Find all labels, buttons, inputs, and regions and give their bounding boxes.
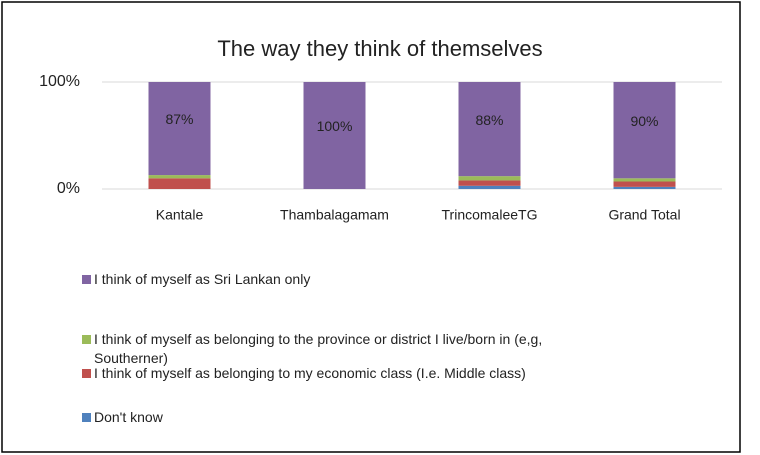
bar-segment xyxy=(458,176,521,181)
bar-segment xyxy=(458,185,521,189)
chart-title: The way they think of themselves xyxy=(217,36,542,61)
y-tick-label: 100% xyxy=(39,73,80,90)
chart-border xyxy=(1,1,741,453)
x-tick-label: Grand Total xyxy=(608,207,680,223)
legend-item: Don't know xyxy=(82,408,582,427)
legend-item: I think of myself as belonging to the pr… xyxy=(82,330,582,368)
legend-swatch xyxy=(82,413,91,422)
bar-segment xyxy=(148,178,211,189)
legend-label: I think of myself as Sri Lankan only xyxy=(94,271,311,287)
legend-item: I think of myself as Sri Lankan only xyxy=(82,270,582,289)
legend-swatch xyxy=(82,369,91,378)
legend-swatch xyxy=(82,275,91,284)
bar-segment xyxy=(613,186,676,189)
data-label: 90% xyxy=(630,113,658,129)
bar-segment xyxy=(303,82,366,189)
legend-label: I think of myself as belonging to my eco… xyxy=(94,365,526,381)
bar-segment xyxy=(613,178,676,182)
legend-swatch xyxy=(82,335,91,344)
bar-segment xyxy=(148,82,211,176)
bar-segment xyxy=(148,175,211,179)
data-label: 88% xyxy=(475,112,503,128)
bar-segment xyxy=(613,82,676,179)
bar-segment xyxy=(458,82,521,177)
legend-label: Don't know xyxy=(94,409,163,425)
bar-segment xyxy=(458,180,521,186)
legend-label: I think of myself as belonging to the pr… xyxy=(94,331,543,366)
data-label: 87% xyxy=(165,111,193,127)
legend-item: I think of myself as belonging to my eco… xyxy=(82,364,582,383)
x-tick-label: Kantale xyxy=(156,207,204,223)
data-label: 100% xyxy=(317,118,353,134)
x-tick-label: Thambalagamam xyxy=(280,207,389,223)
x-tick-label: TrincomaleeTG xyxy=(442,207,538,223)
bar-segment xyxy=(613,181,676,187)
y-tick-label: 0% xyxy=(57,180,80,197)
